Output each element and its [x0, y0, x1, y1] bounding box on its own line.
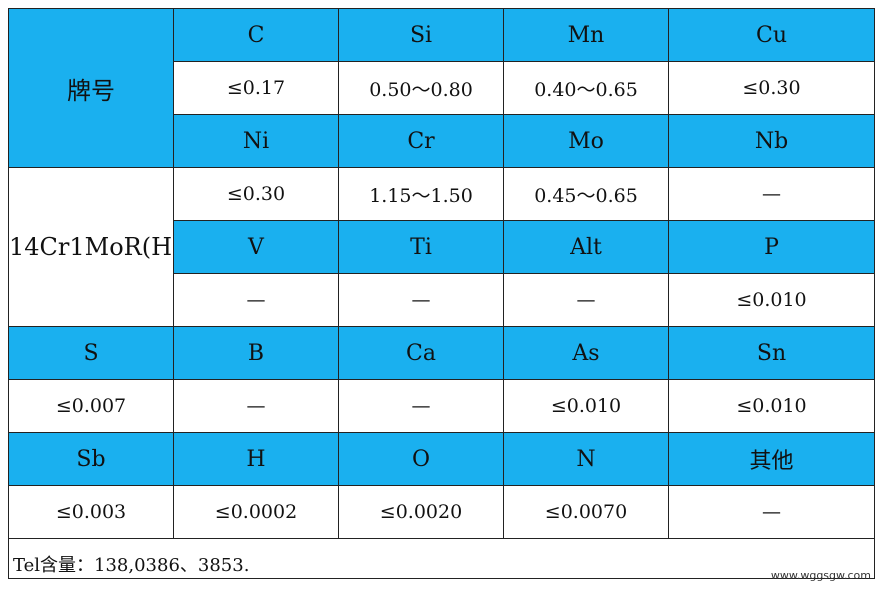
value-cell: ≤0.003: [8, 485, 174, 539]
table-row: 牌号 C Si Mn Cu: [8, 8, 875, 168]
value-cell: ≤0.30: [173, 167, 339, 221]
element-header-cell: Ti: [338, 220, 504, 274]
value-cell: 0.45～0.65: [503, 167, 669, 221]
value-cell: ≤0.0002: [173, 485, 339, 539]
value-cell: ≤0.010: [503, 379, 669, 433]
table-row: Ni Cr Mo Nb: [9, 114, 875, 168]
value-cell: ≤0.0020: [338, 485, 504, 539]
value-cell: —: [668, 485, 875, 539]
element-header-cell: Sn: [668, 326, 875, 380]
element-header-cell: 其他: [668, 432, 875, 486]
note-cell: Tel含量：138,0386、3853.: [8, 538, 875, 579]
value-cell: —: [503, 273, 669, 327]
value-cell: —: [668, 167, 875, 221]
value-cell: ≤0.010: [668, 273, 875, 327]
table-row: ≤0.003 ≤0.0002 ≤0.0020 ≤0.0070 —: [8, 485, 875, 539]
value-cell: ≤0.17: [173, 61, 339, 115]
value-cell: —: [173, 273, 339, 327]
element-header-cell: O: [338, 432, 504, 486]
value-cell: 1.15～1.50: [338, 167, 504, 221]
element-header-cell: V: [173, 220, 339, 274]
value-cell: 0.50～0.80: [338, 61, 504, 115]
element-header-cell: Mn: [503, 8, 669, 62]
element-header-cell: Nb: [668, 114, 875, 168]
value-cell: ≤0.010: [668, 379, 875, 433]
table-row: ≤0.17 0.50～0.80 0.40～0.65 ≤0.30: [9, 61, 875, 115]
element-header-cell: Cr: [338, 114, 504, 168]
value-cell: —: [173, 379, 339, 433]
element-header-cell: N: [503, 432, 669, 486]
grade-name-cell: 14Cr1MoR(H): [8, 167, 174, 327]
value-cell: ≤0.30: [668, 61, 875, 115]
grade-label-cell: 牌号: [8, 8, 174, 168]
value-cell: 0.40～0.65: [503, 61, 669, 115]
element-header-cell: Alt: [503, 220, 669, 274]
element-header-cell: As: [503, 326, 669, 380]
table-row: ≤0.007 — — ≤0.010 ≤0.010: [8, 379, 875, 433]
element-header-cell: Sb: [8, 432, 174, 486]
table-row: Sb H O N 其他: [8, 432, 875, 486]
element-header-cell: B: [173, 326, 339, 380]
table-row: V Ti Alt P: [9, 220, 875, 274]
watermark: www.wggsgw.com: [770, 569, 871, 582]
element-header-cell: P: [668, 220, 875, 274]
element-header-cell: H: [173, 432, 339, 486]
value-cell: ≤0.007: [8, 379, 174, 433]
element-header-cell: Si: [338, 8, 504, 62]
note-row: Tel含量：138,0386、3853.: [8, 538, 875, 579]
value-cell: —: [338, 273, 504, 327]
table-row: S B Ca As Sn: [8, 326, 875, 380]
element-header-cell: Ca: [338, 326, 504, 380]
element-header-cell: Ni: [173, 114, 339, 168]
element-header-cell: Cu: [668, 8, 875, 62]
table-row: 14Cr1MoR(H) ≤0.30 1.15～1.50 0.45～0.65 —: [8, 167, 875, 327]
chemical-composition-table: 牌号 C Si Mn Cu ≤0.17 0.50～0.80 0.40～0.65 …: [8, 8, 875, 579]
element-header-cell: Mo: [503, 114, 669, 168]
value-cell: —: [338, 379, 504, 433]
value-cell: ≤0.0070: [503, 485, 669, 539]
element-header-cell: S: [8, 326, 174, 380]
element-header-cell: C: [173, 8, 339, 62]
table-row: — — — ≤0.010: [9, 273, 875, 327]
